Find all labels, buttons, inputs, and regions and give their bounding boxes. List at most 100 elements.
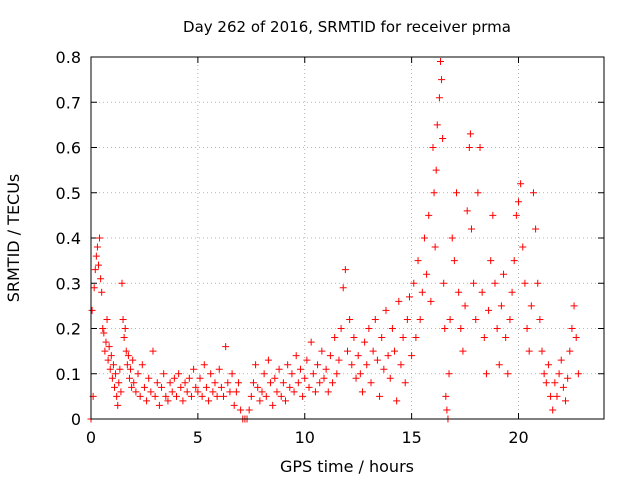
data-point: [572, 334, 580, 342]
data-point: [181, 379, 189, 387]
data-point: [299, 392, 307, 400]
data-point: [489, 211, 497, 219]
data-point: [88, 306, 96, 314]
data-point: [384, 352, 392, 360]
data-point: [118, 279, 126, 287]
data-point: [162, 392, 170, 400]
data-point: [122, 347, 130, 355]
data-point: [448, 234, 456, 242]
data-point: [96, 234, 104, 242]
data-point: [559, 383, 567, 391]
data-point: [425, 211, 433, 219]
data-point: [538, 347, 546, 355]
data-point: [271, 374, 279, 382]
data-point: [441, 325, 449, 332]
data-point: [119, 315, 127, 323]
data-point: [410, 279, 418, 287]
data-point: [358, 388, 366, 396]
data-point: [443, 406, 451, 414]
data-point: [120, 334, 128, 342]
data-point: [412, 334, 420, 342]
data-point: [286, 383, 294, 391]
data-point: [401, 379, 409, 387]
data-point: [331, 334, 339, 342]
data-point: [196, 374, 204, 382]
data-point: [388, 325, 396, 332]
data-point: [555, 370, 563, 378]
data-point: [326, 352, 334, 360]
data-point: [104, 356, 112, 364]
data-point: [551, 379, 559, 387]
data-point: [115, 379, 123, 387]
data-point: [215, 365, 223, 373]
data-point: [542, 379, 550, 387]
data-point: [574, 370, 582, 378]
data-point: [515, 198, 522, 206]
data-point: [420, 234, 428, 242]
data-point: [335, 356, 343, 364]
data-point: [442, 392, 450, 400]
chart-title: Day 262 of 2016, SRMTID for receiver prm…: [183, 18, 511, 36]
data-point: [529, 189, 537, 197]
data-point: [147, 388, 155, 396]
data-point: [534, 279, 542, 287]
data-point: [566, 347, 574, 355]
data-point: [495, 361, 503, 369]
data-point: [525, 347, 533, 355]
data-point: [108, 374, 116, 382]
data-point: [209, 388, 217, 396]
data-point: [234, 379, 242, 387]
data-point: [275, 365, 283, 373]
data-point: [439, 134, 447, 142]
data-point: [318, 347, 326, 355]
data-point: [116, 365, 124, 373]
data-point: [466, 130, 474, 138]
data-point: [356, 370, 364, 378]
data-point: [459, 347, 467, 355]
data-point: [111, 383, 119, 391]
data-point: [463, 207, 471, 215]
data-point: [296, 365, 304, 373]
data-point: [435, 94, 443, 102]
data-point: [130, 379, 138, 387]
data-point: [256, 397, 264, 405]
data-point: [487, 257, 495, 265]
data-point: [523, 325, 531, 332]
data-point: [329, 379, 337, 387]
data-point: [547, 392, 555, 400]
data-point: [106, 365, 114, 373]
data-point: [277, 392, 285, 400]
data-point: [264, 356, 272, 364]
data-point: [113, 392, 121, 400]
data-point: [117, 388, 125, 396]
data-point: [339, 284, 347, 292]
data-point: [100, 329, 108, 337]
data-point: [399, 334, 407, 342]
y-tick-label: 0.5: [56, 184, 81, 203]
data-point: [301, 374, 309, 382]
data-point: [228, 370, 236, 378]
data-point: [465, 144, 473, 151]
data-point: [532, 225, 540, 233]
data-point: [249, 379, 257, 387]
data-point: [430, 189, 438, 197]
data-point: [455, 288, 463, 296]
data-point: [549, 406, 557, 414]
data-point: [397, 361, 405, 369]
data-point: [568, 325, 576, 332]
data-point: [121, 325, 129, 332]
data-point: [333, 370, 341, 378]
data-point: [307, 338, 315, 346]
data-point: [478, 288, 486, 296]
data-point: [438, 76, 446, 84]
data-point: [202, 383, 210, 391]
data-point: [363, 361, 371, 369]
data-point: [97, 275, 105, 283]
data-point: [125, 374, 133, 382]
data-point: [346, 315, 354, 323]
data-point: [391, 347, 399, 355]
data-point: [230, 401, 238, 409]
data-point: [376, 392, 384, 400]
data-point: [502, 334, 510, 342]
data-point: [382, 306, 390, 314]
